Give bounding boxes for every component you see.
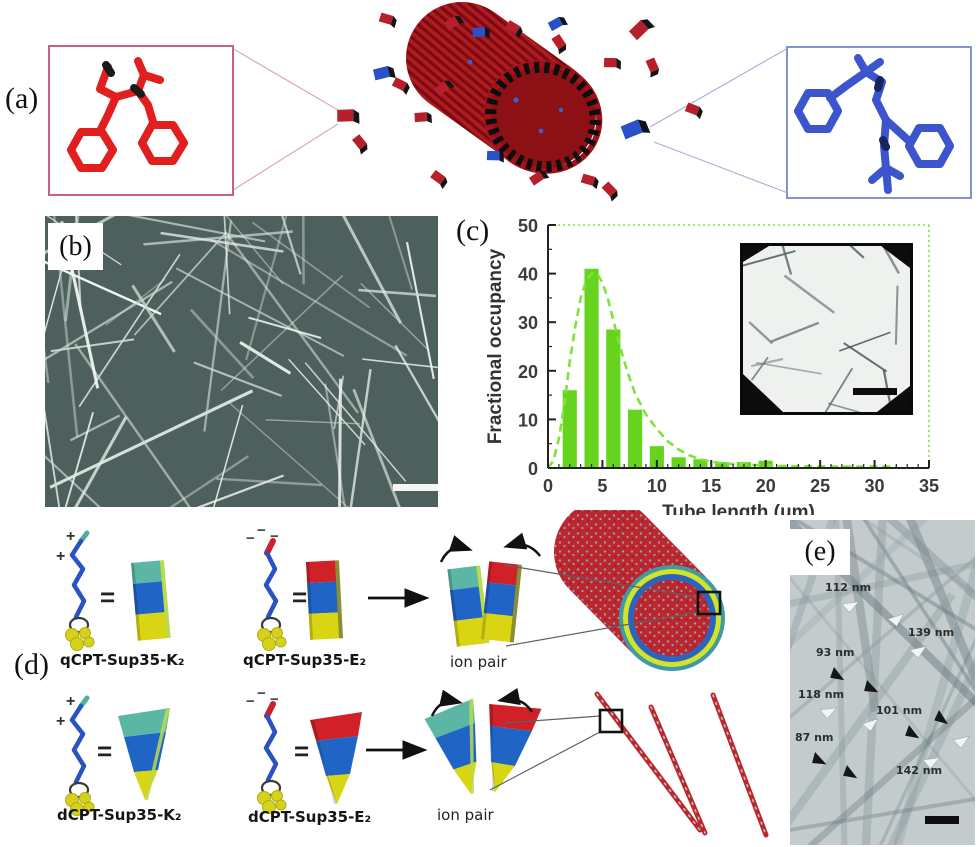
svg-text:Fractional occupancy: Fractional occupancy — [485, 248, 506, 444]
panel-d-label: (d) — [14, 648, 49, 681]
svg-text:Tube length (μm): Tube length (μm) — [662, 502, 815, 515]
histogram-chart: 0 5 10 15 20 25 30 35 0 10 20 30 40 50 Tube length (μm… — [485, 216, 939, 515]
panel-b-label-tag: (b) — [48, 223, 103, 270]
equals-sign: = — [292, 582, 307, 612]
panel-b-sem-image: (b) — [45, 216, 438, 507]
panel-a-artwork — [229, 2, 789, 203]
svg-text:30: 30 — [865, 476, 885, 496]
blue-molecule-box — [786, 46, 972, 199]
svg-text:20: 20 — [518, 362, 538, 382]
svg-text:0: 0 — [528, 459, 538, 479]
svg-text:25: 25 — [810, 476, 830, 496]
sem-scale-bar-layer — [393, 484, 438, 491]
svg-text:5: 5 — [597, 476, 607, 496]
measurement: 112 nm — [825, 581, 872, 594]
blue-molecule-structure — [794, 54, 954, 194]
tem-scale-bar — [925, 816, 959, 824]
panel-a-label: (a) — [5, 82, 39, 115]
equals-sign: = — [97, 736, 112, 766]
svg-text:10: 10 — [647, 476, 667, 496]
panel-c-label: (c) — [456, 214, 490, 247]
assembled-filaments — [489, 691, 769, 838]
zoom-lines-left — [229, 46, 339, 193]
label-dcpt-sup35-e2: dCPT-Sup35-E₂ — [248, 808, 372, 826]
inset-scale-bar — [853, 388, 897, 395]
svg-text:50: 50 — [518, 216, 538, 236]
ion-pair-blocks — [439, 532, 541, 647]
label-dcpt-sup35-k2: dCPT-Sup35-K₂ — [57, 806, 182, 824]
zoom-square — [598, 708, 624, 734]
red-molecule-structure — [67, 57, 188, 172]
svg-text:30: 30 — [518, 313, 538, 333]
arrowheads-white — [819, 601, 970, 770]
label-qcpt-sup35-e2: qCPT-Sup35-E₂ — [243, 651, 367, 669]
measurement: 142 nm — [896, 764, 943, 777]
measurement: 93 nm — [816, 646, 855, 659]
zoom-lines-right — [649, 47, 789, 194]
scale-bar — [393, 484, 438, 491]
svg-text:40: 40 — [518, 265, 538, 285]
sem-fiber-needles — [45, 216, 438, 507]
panel-b-label: (b) — [59, 230, 92, 262]
arrowheads-black — [812, 667, 949, 779]
zoom-square — [696, 590, 722, 616]
panel-e-tem-image: 112 nm 139 nm 93 nm 118 nm 101 nm 87 nm … — [790, 520, 975, 845]
equals-sign: = — [100, 582, 115, 612]
panel-e-label-tag: (e) — [790, 529, 850, 575]
chart-inset-micrograph — [740, 243, 913, 415]
measurement: 87 nm — [795, 731, 834, 744]
svg-text:20: 20 — [756, 476, 776, 496]
ion-pair-wedges — [422, 687, 542, 801]
measurement: 139 nm — [908, 626, 955, 639]
label-qcpt-sup35-k2: qCPT-Sup35-K₂ — [60, 651, 185, 669]
panel-d-schematic: + + − − − — [0, 510, 769, 838]
equals-sign: = — [294, 736, 309, 766]
inset-fiber-needles — [743, 246, 900, 412]
svg-text:15: 15 — [701, 476, 721, 496]
assembled-nanotube — [503, 510, 725, 671]
measurement: 118 nm — [798, 688, 845, 701]
panel-e-label: (e) — [804, 536, 836, 567]
svg-text:35: 35 — [919, 476, 939, 496]
label-ion-pair-tube: ion pair — [450, 653, 507, 671]
tem-annotations — [812, 601, 970, 824]
svg-text:0: 0 — [543, 476, 553, 496]
label-ion-pair-fiber: ion pair — [437, 806, 494, 824]
inset-overlay — [743, 246, 910, 412]
nanotube-3d — [406, 2, 603, 174]
red-molecule-box — [48, 45, 234, 196]
measurement: 101 nm — [876, 704, 923, 717]
svg-text:10: 10 — [518, 410, 538, 430]
